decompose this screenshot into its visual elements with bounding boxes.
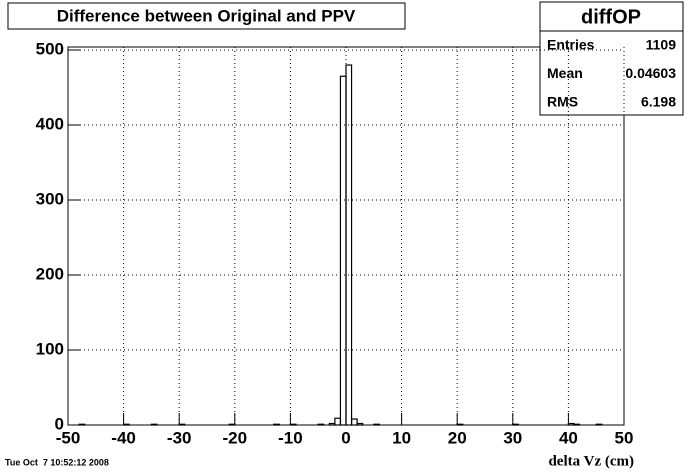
stats-label: Mean (547, 65, 583, 81)
chart-title: Difference between Original and PPV (57, 6, 356, 25)
bar (122, 423, 130, 426)
stats-box (539, 1, 684, 116)
x-axis-label: delta Vz (cm) (548, 453, 634, 469)
y-tick-label: 500 (36, 39, 64, 58)
x-tick-label: 10 (392, 428, 411, 447)
y-tick-label: 100 (36, 339, 64, 358)
bar (512, 423, 519, 426)
bar (345, 64, 353, 426)
bar (356, 422, 364, 426)
bar (228, 423, 236, 426)
x-tick-label: -40 (111, 428, 136, 447)
x-tick-label: 0 (341, 428, 350, 447)
x-tick-label: 50 (615, 428, 634, 447)
y-tick-label: 200 (36, 264, 64, 283)
stats-title: diffOP (581, 6, 641, 28)
bar (573, 423, 581, 426)
x-tick-label: -30 (167, 428, 192, 447)
bar (273, 423, 280, 426)
bar (373, 423, 380, 426)
x-tick-label: -10 (278, 428, 303, 447)
stats-label: Entries (547, 37, 595, 53)
x-tick-label: 40 (559, 428, 578, 447)
bar (289, 423, 297, 426)
stats-value: 6.198 (641, 94, 676, 110)
bar (178, 423, 186, 426)
x-tick-label: -50 (56, 428, 81, 447)
title-box (7, 2, 406, 30)
y-tick-label: 300 (36, 189, 64, 208)
stats-value: 1109 (646, 37, 677, 53)
y-tick-label: 400 (36, 114, 64, 133)
bar (456, 423, 464, 426)
bar (317, 423, 325, 426)
bar (350, 418, 358, 426)
stats-value: 0.04603 (625, 65, 676, 81)
x-tick-label: -20 (223, 428, 248, 447)
bar (595, 423, 603, 426)
bar (150, 423, 158, 426)
bar (78, 423, 86, 426)
timestamp: Tue Oct 7 10:52:12 2008 (5, 457, 109, 467)
y-tick-label: 0 (55, 414, 64, 433)
x-tick-label: 20 (448, 428, 467, 447)
x-tick-label: 30 (503, 428, 522, 447)
stats-label: RMS (547, 94, 578, 110)
